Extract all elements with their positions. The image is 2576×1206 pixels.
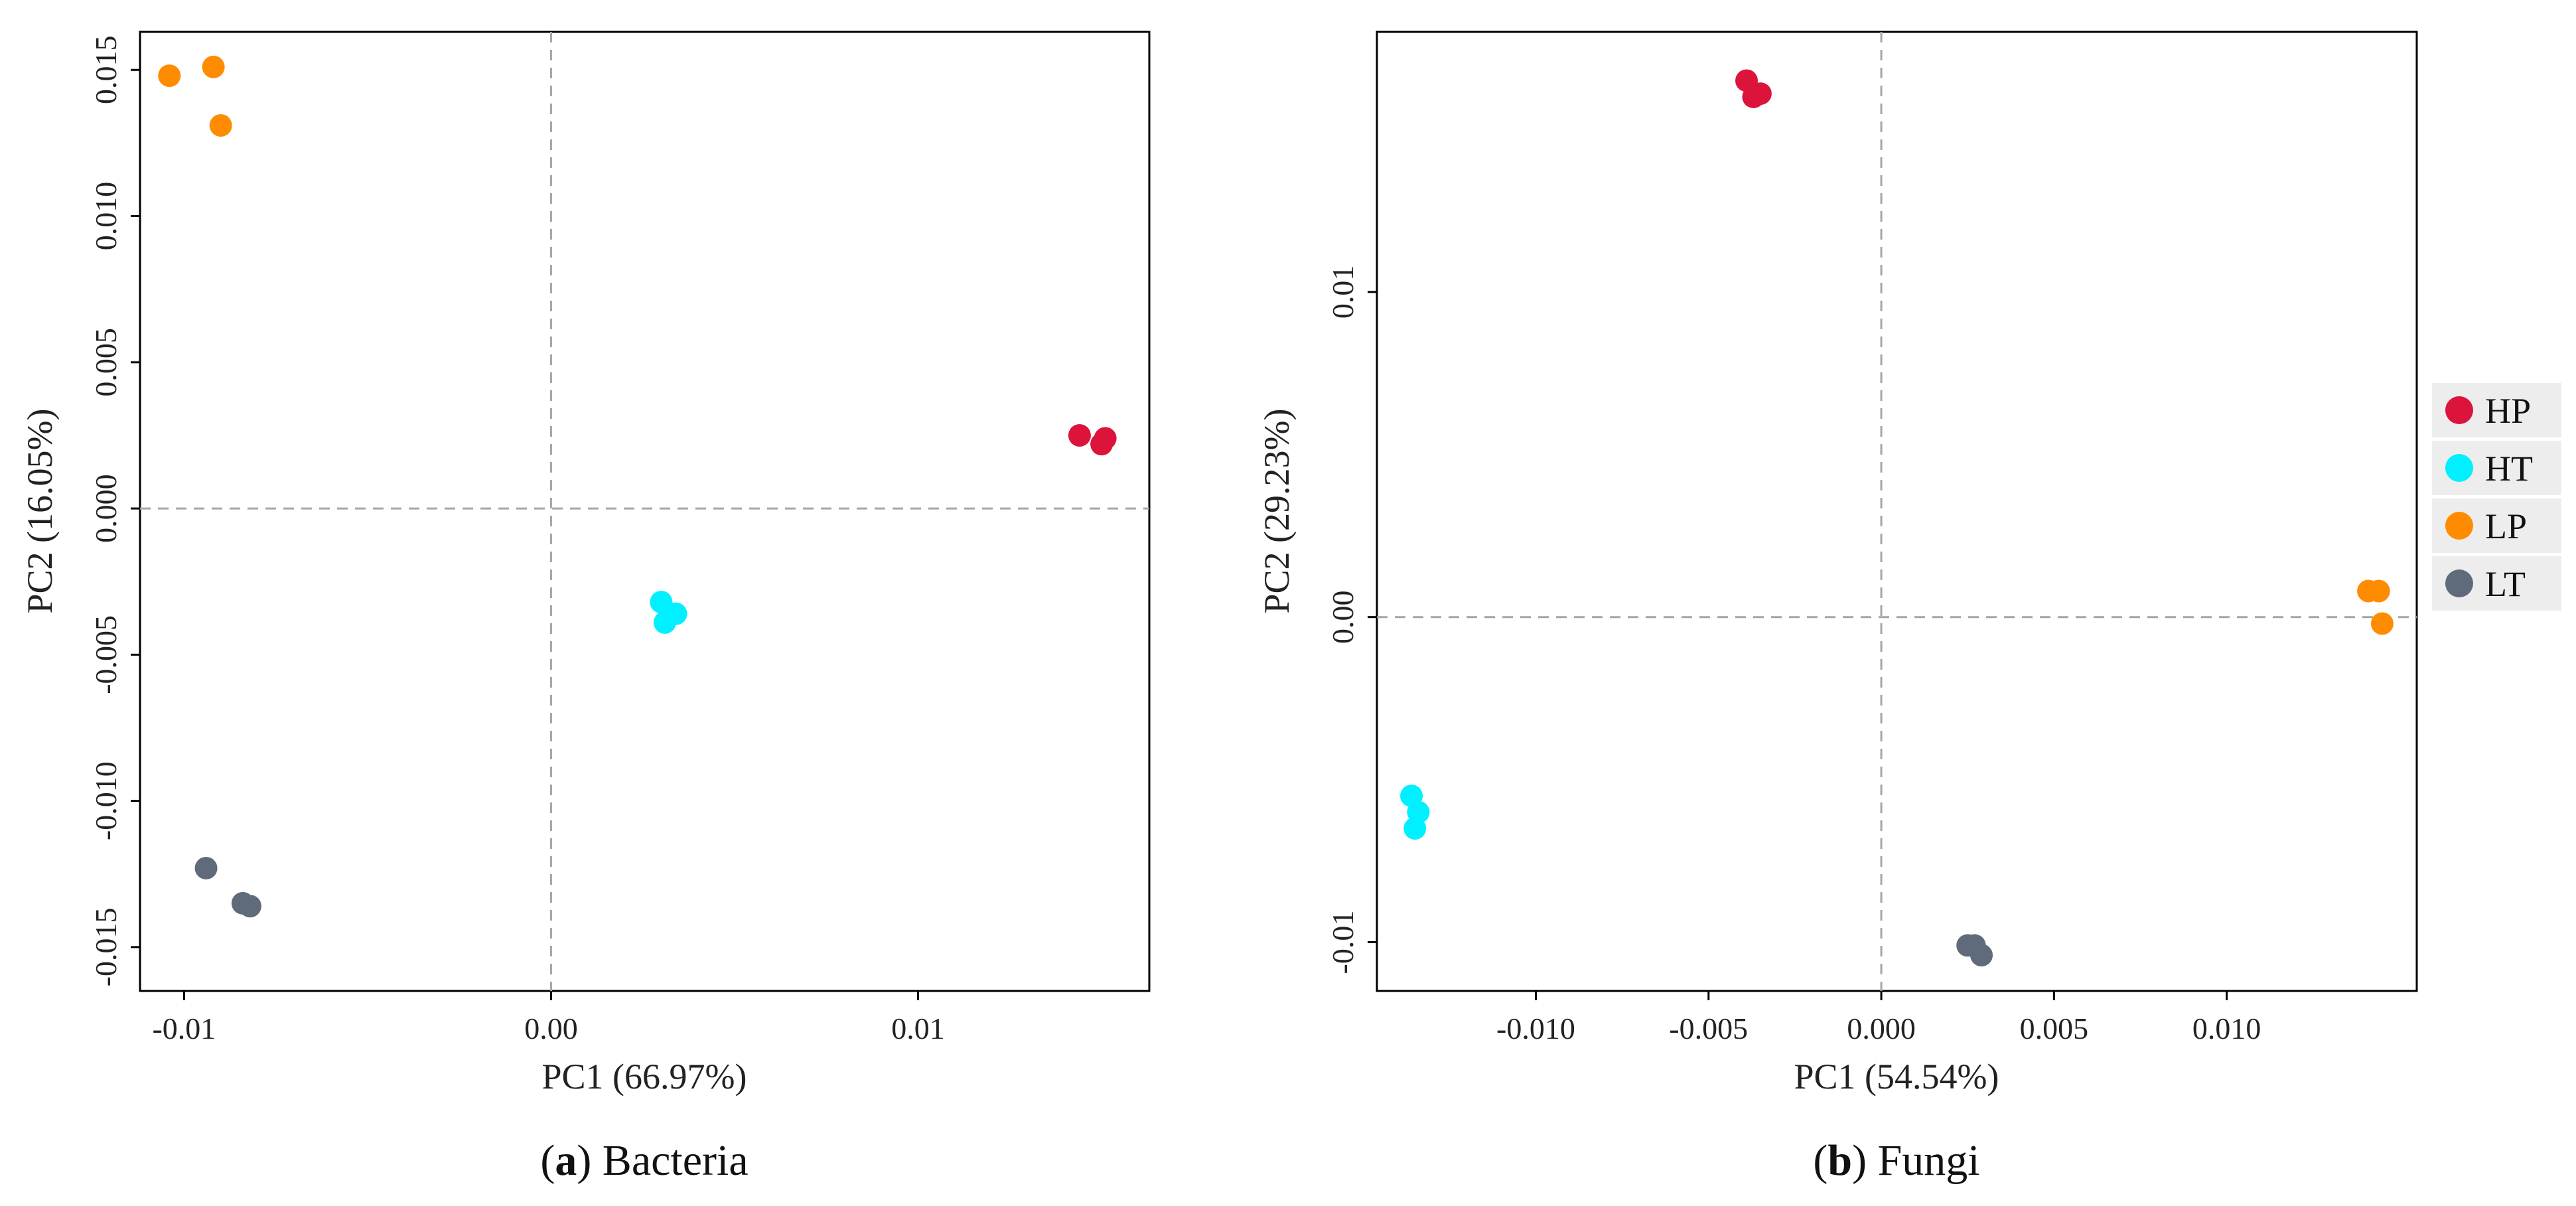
x-tick-label: -0.005 xyxy=(1669,1012,1748,1045)
y-axis-ticks: -0.01 0.00 0.01 xyxy=(1326,265,1377,974)
legend-marker xyxy=(2445,454,2473,482)
point-lp xyxy=(209,113,232,137)
y-tick-label: 0.000 xyxy=(89,474,123,543)
y-tick-label: 0.015 xyxy=(89,36,123,104)
y-axis-ticks: -0.015 -0.010 -0.005 0.000 0.005 0.010 0.015 xyxy=(89,36,140,987)
panel-fungi: -0.010 -0.005 0.000 0.005 0.010 -0.01 0.00 0.0… xyxy=(1257,31,2418,1185)
point-lt xyxy=(1970,944,1993,967)
plot-frame xyxy=(1376,31,2418,992)
y-tick-label: 0.010 xyxy=(89,182,123,251)
legend-label: LP xyxy=(2485,506,2527,546)
panel-bacteria: -0.01 0.00 0.01 -0.015 -0.010 -0.005 0.000 0.0… xyxy=(20,31,1151,1185)
x-tick-label: -0.01 xyxy=(152,1012,216,1045)
y-axis-title: PC2 (16.05%) xyxy=(20,409,60,614)
legend-label: HT xyxy=(2485,449,2533,489)
panel-caption: (b) Fungi xyxy=(1813,1136,1979,1185)
caption-text: Fungi xyxy=(1878,1136,1980,1185)
y-tick-label: -0.015 xyxy=(89,908,123,987)
point-hp xyxy=(1749,82,1772,106)
caption-text: Bacteria xyxy=(603,1136,749,1185)
caption-letter: b xyxy=(1827,1136,1852,1185)
legend-item-lp: LP xyxy=(2432,498,2561,553)
point-lp xyxy=(158,64,181,88)
point-lt xyxy=(194,856,218,879)
y-tick-label: 0.00 xyxy=(1326,590,1360,644)
point-lp xyxy=(202,55,225,78)
y-tick-label: -0.005 xyxy=(89,615,123,694)
y-tick-label: -0.010 xyxy=(89,761,123,840)
legend-label: HP xyxy=(2485,391,2531,431)
point-lt xyxy=(238,895,261,918)
point-hp xyxy=(1090,433,1113,456)
legend-item-lt: LT xyxy=(2432,556,2561,611)
x-axis-title: PC1 (66.97%) xyxy=(542,1057,747,1096)
y-tick-label: 0.01 xyxy=(1326,265,1360,319)
point-lp xyxy=(2367,579,2390,603)
legend-marker xyxy=(2445,512,2473,540)
y-tick-label: -0.01 xyxy=(1326,911,1360,974)
legend-label: LT xyxy=(2485,564,2526,604)
point-ht xyxy=(1403,817,1427,840)
point-hp xyxy=(1068,423,1091,447)
x-tick-label: 0.005 xyxy=(2020,1012,2089,1045)
reference-lines xyxy=(1377,32,2417,991)
legend-item-hp: HP xyxy=(2432,383,2561,437)
x-tick-label: 0.00 xyxy=(524,1012,578,1045)
point-lp xyxy=(2370,612,2394,635)
x-axis-ticks: -0.01 0.00 0.01 xyxy=(152,991,945,1045)
legend-item-ht: HT xyxy=(2432,441,2561,495)
x-tick-label: 0.01 xyxy=(891,1012,945,1045)
plot-frame xyxy=(139,31,1151,992)
panel-caption: (a) Bacteria xyxy=(540,1136,748,1185)
y-tick-label: 0.005 xyxy=(89,328,123,397)
x-axis-ticks: -0.010 -0.005 0.000 0.005 0.010 xyxy=(1496,991,2261,1045)
legend: HP HT LP LT xyxy=(2427,378,2568,631)
caption-letter: a xyxy=(555,1136,577,1185)
x-tick-label: 0.000 xyxy=(1847,1012,1916,1045)
x-tick-label: -0.010 xyxy=(1496,1012,1575,1045)
x-axis-title: PC1 (54.54%) xyxy=(1794,1057,1999,1096)
y-axis-title: PC2 (29.23%) xyxy=(1257,409,1297,614)
x-tick-label: 0.010 xyxy=(2192,1012,2261,1045)
legend-marker xyxy=(2445,569,2473,597)
point-ht xyxy=(653,611,676,634)
legend-marker xyxy=(2445,396,2473,424)
data-points xyxy=(158,55,1117,918)
reference-lines xyxy=(140,32,1149,991)
data-points xyxy=(1400,69,2394,967)
